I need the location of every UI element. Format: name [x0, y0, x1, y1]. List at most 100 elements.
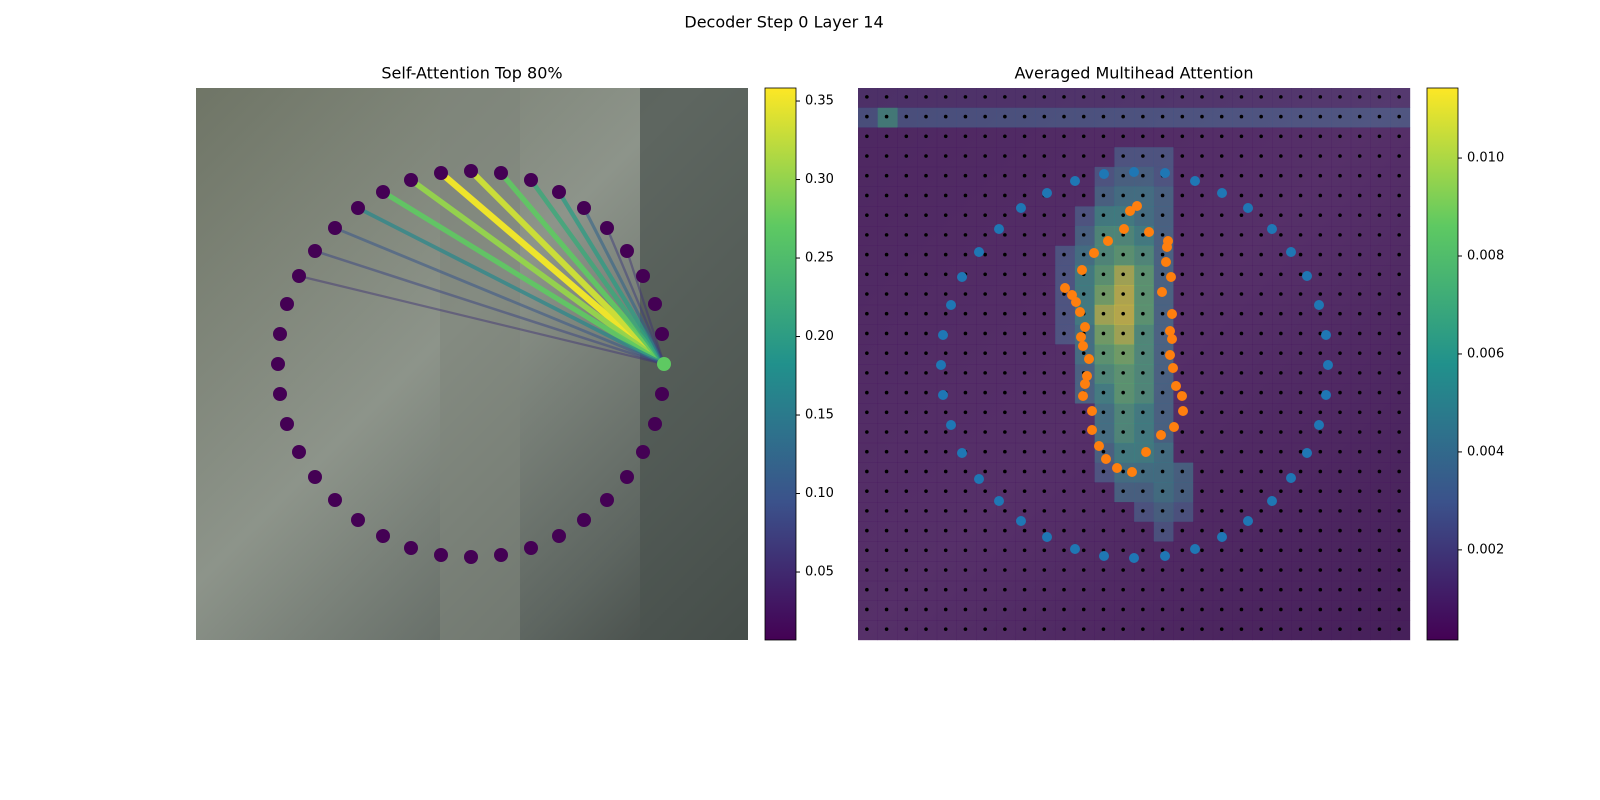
sample-dot	[1318, 627, 1323, 631]
sample-dot	[943, 95, 948, 99]
sample-dot	[983, 252, 987, 257]
sample-dot	[1279, 607, 1283, 612]
sample-dot	[924, 371, 928, 375]
sample-dot	[1022, 173, 1027, 178]
sample-dot	[1219, 134, 1224, 139]
sample-dot	[1298, 587, 1303, 592]
sample-dot	[1081, 154, 1086, 158]
sample-dot	[1081, 449, 1086, 454]
token-point	[620, 470, 634, 484]
sample-dot	[1022, 449, 1027, 454]
scatter-point	[1323, 360, 1333, 370]
sample-dot	[1239, 607, 1244, 612]
sample-dot	[1022, 233, 1027, 237]
sample-dot	[884, 331, 889, 336]
sample-dot	[1298, 390, 1303, 395]
sample-dot	[865, 193, 869, 198]
sample-dot	[1160, 390, 1165, 395]
sample-dot	[1239, 528, 1244, 533]
sample-dot	[904, 587, 909, 592]
sample-dot	[1042, 489, 1047, 493]
sample-dot	[1101, 292, 1106, 296]
sample-dot	[1200, 587, 1204, 592]
sample-dot	[1200, 154, 1204, 158]
sample-dot	[1081, 292, 1086, 296]
sample-dot	[1160, 311, 1165, 316]
sample-dot	[1338, 154, 1342, 158]
sample-dot	[1180, 568, 1185, 572]
colorbar-tick-label: 0.05	[805, 565, 834, 580]
sample-dot	[1377, 489, 1382, 493]
sample-dot	[1101, 252, 1106, 257]
sample-dot	[1101, 351, 1106, 355]
sample-dot	[1101, 627, 1106, 631]
sample-dot	[1121, 292, 1125, 296]
sample-dot	[1219, 114, 1224, 119]
sample-dot	[1298, 548, 1303, 553]
sample-dot	[1298, 292, 1303, 296]
sample-dot	[983, 371, 987, 375]
sample-dot	[1121, 509, 1125, 513]
sample-dot	[943, 489, 948, 493]
sample-dot	[943, 587, 948, 592]
sample-dot	[884, 390, 889, 395]
sample-dot	[1239, 371, 1244, 375]
scatter-point	[1099, 169, 1109, 179]
sample-dot	[1397, 213, 1401, 217]
sample-dot	[983, 154, 987, 158]
sample-dot	[1141, 233, 1145, 237]
sample-dot	[963, 489, 968, 493]
scatter-point	[1267, 224, 1277, 234]
sample-dot	[884, 509, 889, 513]
sample-dot	[1357, 154, 1362, 158]
sample-dot	[1239, 272, 1244, 277]
sample-dot	[1219, 213, 1224, 217]
sample-dot	[1003, 154, 1007, 158]
sample-dot	[1318, 430, 1323, 434]
sample-dot	[884, 134, 889, 139]
sample-dot	[1022, 114, 1027, 119]
sample-dot	[1219, 627, 1224, 631]
scatter-point	[1167, 309, 1177, 319]
colorbar-tick-label: 0.004	[1467, 444, 1504, 459]
sample-dot	[1377, 371, 1382, 375]
sample-dot	[1180, 134, 1185, 139]
sample-dot	[1259, 607, 1263, 612]
scatter-point	[1190, 544, 1200, 554]
sample-dot	[943, 528, 948, 533]
sample-dot	[1338, 489, 1342, 493]
sample-dot	[1338, 292, 1342, 296]
sample-dot	[1357, 587, 1362, 592]
token-point	[552, 185, 566, 199]
sample-dot	[1357, 233, 1362, 237]
sample-dot	[1318, 489, 1323, 493]
sample-dot	[1219, 449, 1224, 454]
sample-dot	[1279, 292, 1283, 296]
colorbar	[764, 87, 797, 641]
sample-dot	[1259, 351, 1263, 355]
sample-dot	[1377, 430, 1382, 434]
sample-dot	[1022, 607, 1027, 612]
sample-dot	[1101, 154, 1106, 158]
sample-dot	[1397, 509, 1401, 513]
sample-dot	[1141, 351, 1145, 355]
sample-dot	[1003, 331, 1007, 336]
sample-dot	[924, 311, 928, 316]
sample-dot	[1022, 272, 1027, 277]
sample-dot	[1022, 568, 1027, 572]
sample-dot	[1318, 509, 1323, 513]
sample-dot	[1003, 272, 1007, 277]
sample-dot	[904, 173, 909, 178]
sample-dot	[1062, 390, 1066, 395]
sample-dot	[1259, 173, 1263, 178]
sample-dot	[1062, 331, 1066, 336]
sample-dot	[1397, 95, 1401, 99]
sample-dot	[1141, 627, 1145, 631]
scatter-point	[1070, 544, 1080, 554]
sample-dot	[865, 449, 869, 454]
sample-dot	[924, 627, 928, 631]
sample-dot	[1003, 587, 1007, 592]
sample-dot	[1081, 410, 1086, 415]
sample-dot	[1121, 390, 1125, 395]
sample-dot	[1160, 528, 1165, 533]
